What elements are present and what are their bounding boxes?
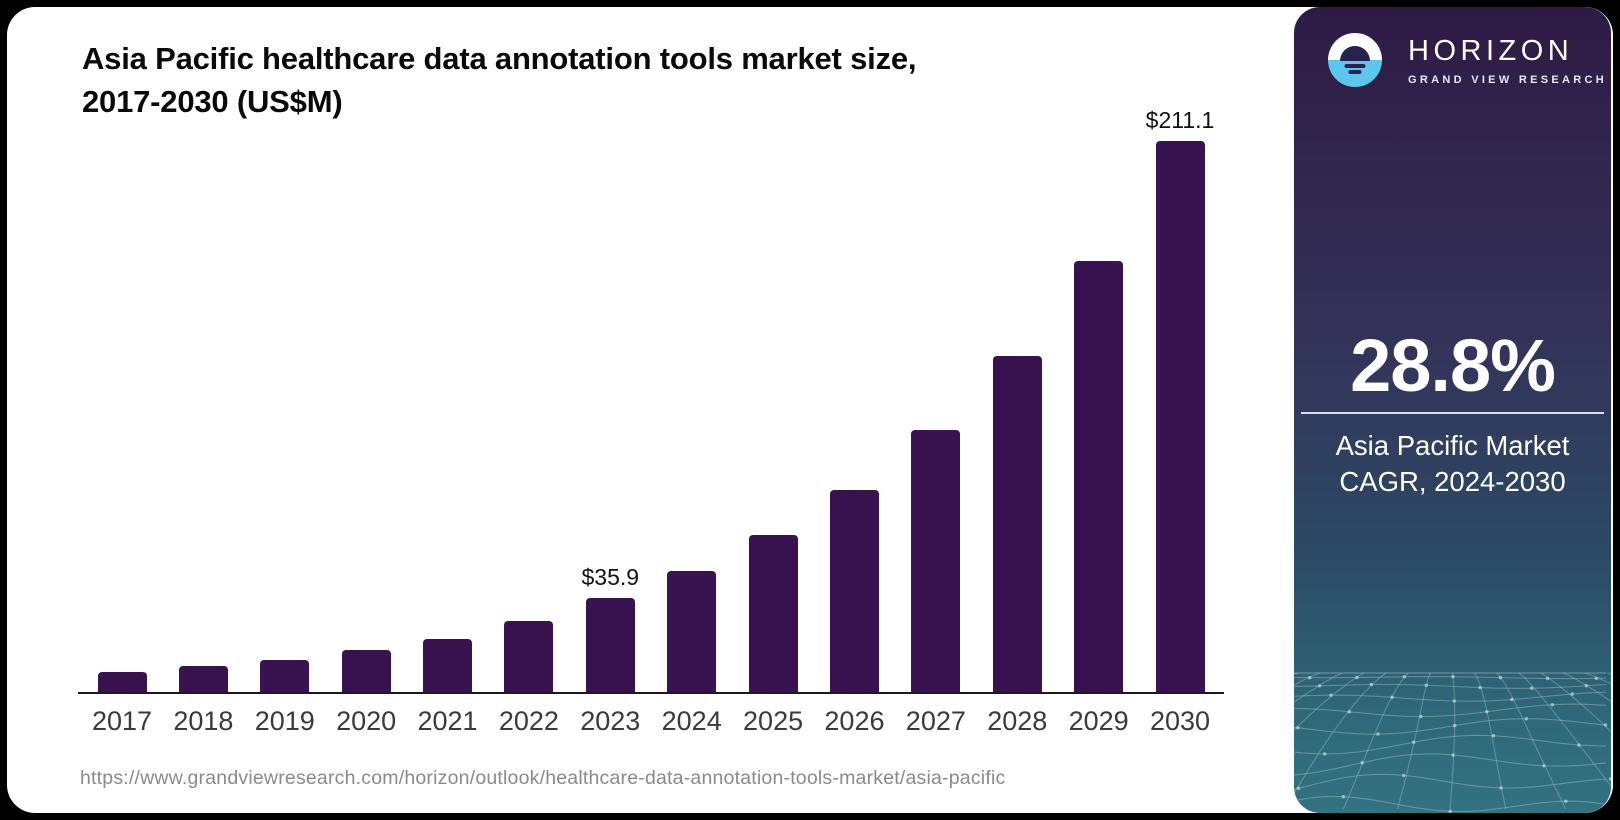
- x-tick-label-2024: 2024: [661, 706, 722, 736]
- content-card: Asia Pacific healthcare data annotation …: [7, 7, 1613, 813]
- x-tick-label-2030: 2030: [1149, 706, 1211, 736]
- bar-2026: [829, 490, 879, 692]
- cagr-caption-line2: CAGR, 2024-2030: [1339, 466, 1566, 497]
- horizon-logo: HORIZON GRAND VIEW RESEARCH: [1328, 33, 1607, 87]
- cagr-value: 28.8%: [1350, 324, 1556, 407]
- x-tick-label-2018: 2018: [173, 706, 234, 736]
- bar-2017: [97, 672, 147, 692]
- bar-2022: [504, 621, 554, 692]
- wireframe-mesh-decoration: [1294, 671, 1611, 813]
- bar-2019: [260, 660, 310, 692]
- x-tick-label-2022: 2022: [498, 706, 559, 736]
- sidebar-panel: HORIZON GRAND VIEW RESEARCH 28.8% Asia P…: [1294, 7, 1611, 813]
- x-tick-label-2028: 2028: [987, 706, 1048, 736]
- bar-2025: [748, 535, 798, 692]
- x-tick-label-2020: 2020: [336, 706, 397, 736]
- chart-title: Asia Pacific healthcare data annotation …: [82, 37, 916, 123]
- bar-2030: [1155, 141, 1205, 692]
- chart-title-line1: Asia Pacific healthcare data annotation …: [82, 41, 917, 76]
- x-tick-label-2029: 2029: [1068, 706, 1129, 736]
- bar-chart: 2017 2018 2019 2020 2021 2022 2023 $35.9 2024 202…: [78, 107, 1224, 736]
- cagr-caption: Asia Pacific Market CAGR, 2024-2030: [1294, 428, 1611, 500]
- x-tick-label-2025: 2025: [743, 706, 804, 736]
- bar-2024: [667, 571, 717, 692]
- source-url: https://www.grandviewresearch.com/horizo…: [80, 767, 1006, 789]
- bar-value-label-2023: $35.9: [581, 564, 640, 590]
- bar-2023: [585, 598, 635, 692]
- bar-2021: [423, 639, 473, 692]
- x-tick-label-2021: 2021: [417, 706, 478, 736]
- cagr-caption-line1: Asia Pacific Market: [1335, 430, 1570, 461]
- x-tick-label-2023: 2023: [580, 706, 641, 736]
- brand-name: HORIZON: [1408, 34, 1574, 67]
- stat-divider: [1301, 412, 1604, 414]
- bar-2028: [992, 356, 1042, 692]
- bar-value-label-2030: $211.1: [1145, 107, 1215, 133]
- x-tick-label-2017: 2017: [91, 706, 153, 736]
- brand-subtitle: GRAND VIEW RESEARCH: [1408, 73, 1607, 86]
- bar-2027: [911, 430, 961, 692]
- x-tick-label-2026: 2026: [824, 706, 885, 736]
- sun-over-horizon-icon: [1328, 33, 1382, 87]
- chart-title-line2: 2017-2030 (US$M): [82, 84, 343, 119]
- x-tick-label-2027: 2027: [905, 706, 966, 736]
- x-tick-label-2019: 2019: [254, 706, 315, 736]
- bar-2020: [341, 650, 391, 692]
- bar-2029: [1074, 261, 1124, 692]
- bar-2018: [178, 666, 228, 692]
